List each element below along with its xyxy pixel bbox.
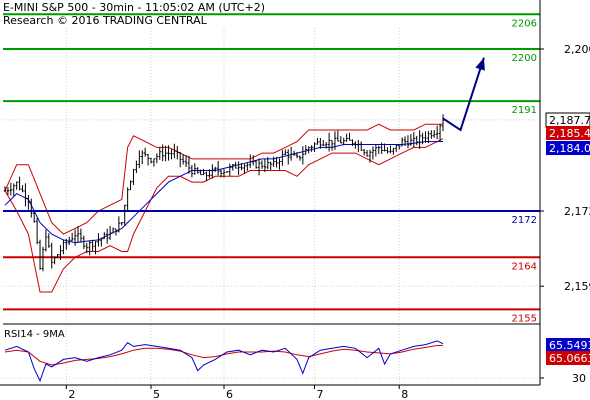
rsi-rsi-tag-box	[546, 338, 590, 352]
rsi-panel: RSI14 - 9MA	[3, 323, 540, 383]
bollinger-tag-label: 2,185.41	[549, 127, 590, 140]
level-label-2191: 2191	[512, 105, 537, 116]
moving-average-line	[4, 141, 444, 244]
price-tag-label: 2,187.75	[549, 114, 590, 127]
rsi-ma-tag-label: 65.0663	[549, 352, 590, 365]
x-tick-label: 5	[153, 388, 160, 400]
bollinger-upper-line	[4, 123, 443, 235]
copyright-text: Research © 2016 TRADING CENTRAL	[3, 14, 207, 27]
rsi-y-tick-label: 30	[572, 372, 586, 385]
sma-tag-label: 2,184.02	[549, 142, 590, 155]
level-label-2172: 2172	[512, 215, 537, 226]
forecast-arrow-group	[442, 57, 485, 132]
grid-lines	[3, 28, 540, 385]
level-label-2164: 2164	[512, 261, 537, 272]
chart-title: E-MINI S&P 500 - 30min - 11:05:02 AM (UT…	[3, 1, 265, 14]
y-tick-label: 2,172	[564, 205, 590, 218]
sma-tag-box	[546, 141, 590, 155]
level-label-2206: 2206	[512, 18, 537, 29]
rsi-ma-line	[4, 344, 444, 366]
support-resistance-levels: 2206 2200 2191 2172 2164 2155	[3, 13, 540, 324]
x-tick-label: 7	[317, 388, 324, 400]
forecast-arrow-head	[475, 57, 485, 71]
x-tick-label: 2	[68, 388, 75, 400]
x-tick-label: 6	[226, 388, 233, 400]
rsi-ma-tag-box	[546, 351, 590, 365]
x-tick-label: 8	[401, 388, 408, 400]
y-tick-label: 2,159	[564, 280, 590, 293]
level-label-2200: 2200	[512, 53, 537, 64]
candlesticks	[3, 114, 445, 272]
level-label-2155: 2155	[512, 313, 537, 324]
bollinger-lower-line	[4, 138, 444, 293]
rsi-rsi-tag-label: 65.5493	[549, 339, 590, 352]
forecast-arrow	[442, 57, 485, 132]
rsi-line	[4, 340, 444, 383]
y-tick-label: 2,200	[564, 43, 590, 56]
bollinger-tag-box	[546, 126, 590, 140]
rsi-title: RSI14 - 9MA	[4, 329, 65, 340]
